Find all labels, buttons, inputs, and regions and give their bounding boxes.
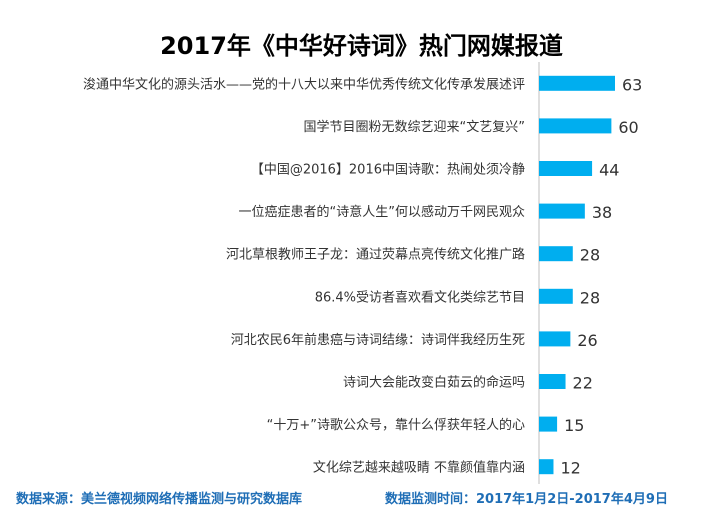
value-label: 22 (573, 374, 593, 393)
category-label: 86.4%受访者喜欢看文化类综艺节目 (315, 289, 525, 305)
bar (539, 75, 615, 91)
value-label: 28 (580, 246, 600, 265)
category-label: 【中国@2016】2016中国诗歌：热闹处须冷静 (251, 163, 525, 178)
bar (539, 288, 573, 304)
category-label: 河北农民6年前患癌与诗词结缘：诗词伴我经历生死 (231, 332, 525, 348)
value-label: 38 (592, 203, 612, 222)
category-label: 国学节目圈粉无数综艺迎来“文艺复兴” (304, 119, 525, 135)
data-source-note: 数据来源：美兰德视频网络传播监测与研究数据库 (16, 492, 303, 507)
category-label: 诗词大会能改变白茹云的命运吗 (343, 375, 525, 391)
value-label: 63 (622, 75, 642, 94)
bar (539, 161, 593, 176)
chart-title: 2017年《中华好诗词》热门网媒报道 (160, 32, 563, 60)
bars-group (539, 75, 615, 475)
category-label: “十万+”诗歌公众号，靠什么俘获年轻人的心 (267, 417, 525, 433)
value-label: 28 (580, 288, 600, 307)
bar (539, 118, 612, 134)
value-label: 12 (560, 459, 580, 478)
bar (539, 246, 573, 262)
category-label: 浚通中华文化的源头活水——党的十八大以来中华优秀传统文化传承发展述评 (83, 76, 525, 92)
category-label: 文化综艺越来越吸睛 不靠颜值靠内涵 (313, 460, 525, 476)
category-label: 一位癌症患者的“诗意人生”何以感动万千网民观众 (239, 204, 525, 220)
bar (539, 331, 571, 347)
value-label: 15 (564, 416, 584, 435)
monitoring-period-note: 数据监测时间：2017年1月2日-2017年4月9日 (385, 492, 668, 507)
value-label: 26 (577, 331, 597, 350)
category-label: 河北草根教师王子龙：通过荧幕点亮传统文化推广路 (226, 247, 525, 263)
bar (539, 203, 585, 219)
bar (539, 416, 558, 432)
category-labels-group: 浚通中华文化的源头活水——党的十八大以来中华优秀传统文化传承发展述评国学节目圈粉… (83, 76, 525, 475)
bar (539, 459, 554, 475)
value-labels-group: 63 60 44 38 28 28 26 22 15 12 (560, 75, 642, 477)
value-label: 44 (599, 161, 619, 180)
value-label: 60 (618, 118, 638, 137)
bar (539, 374, 566, 389)
